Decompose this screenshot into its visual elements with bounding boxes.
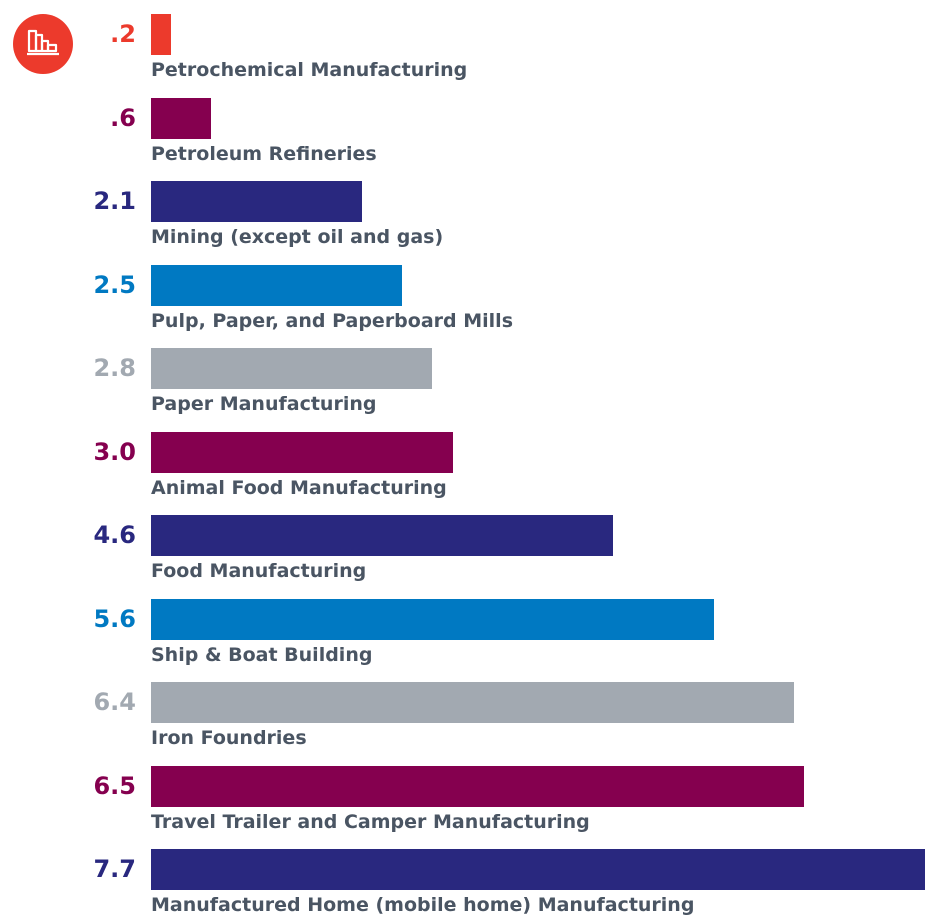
bar-value-label: 7.7 <box>93 855 136 883</box>
category-label: Food Manufacturing <box>151 560 367 582</box>
category-label: Manufactured Home (mobile home) Manufact… <box>151 894 695 916</box>
category-label: Petroleum Refineries <box>151 143 377 165</box>
bar <box>151 348 432 389</box>
bar-value-label: 2.1 <box>93 187 136 215</box>
bar <box>151 515 613 556</box>
category-label: Paper Manufacturing <box>151 393 377 415</box>
bar <box>151 265 402 306</box>
industry-logo <box>13 14 73 74</box>
industry-icon <box>27 29 59 56</box>
bar-value-label: 5.6 <box>93 605 136 633</box>
category-label: Mining (except oil and gas) <box>151 226 444 248</box>
bar <box>151 849 925 890</box>
bar <box>151 98 211 139</box>
bar <box>151 766 804 807</box>
bar <box>151 181 362 222</box>
category-label: Travel Trailer and Camper Manufacturing <box>151 811 590 833</box>
bar <box>151 14 171 55</box>
category-label: Animal Food Manufacturing <box>151 477 447 499</box>
bar-value-label: 2.8 <box>93 354 136 382</box>
category-label: Iron Foundries <box>151 727 307 749</box>
bar-value-label: 6.5 <box>93 772 136 800</box>
category-label: Pulp, Paper, and Paperboard Mills <box>151 310 514 332</box>
bar-value-label: 2.5 <box>93 271 136 299</box>
bar-value-label: 6.4 <box>93 688 136 716</box>
bar-value-label: .6 <box>110 104 136 132</box>
bar <box>151 682 794 723</box>
category-label: Ship & Boat Building <box>151 644 373 666</box>
category-label: Petrochemical Manufacturing <box>151 59 468 81</box>
bar-value-label: .2 <box>110 20 136 48</box>
bar-value-label: 3.0 <box>93 438 136 466</box>
bar <box>151 432 453 473</box>
bar <box>151 599 714 640</box>
bar-value-label: 4.6 <box>93 521 136 549</box>
